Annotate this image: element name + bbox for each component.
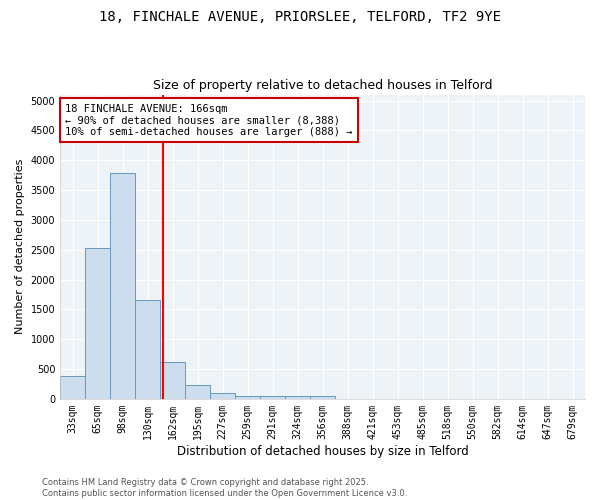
X-axis label: Distribution of detached houses by size in Telford: Distribution of detached houses by size …: [177, 444, 469, 458]
Bar: [160, 362, 185, 399]
Bar: [235, 396, 260, 399]
Bar: [110, 174, 135, 399]
Bar: [185, 384, 210, 399]
Text: Contains HM Land Registry data © Crown copyright and database right 2025.
Contai: Contains HM Land Registry data © Crown c…: [42, 478, 407, 498]
Bar: [285, 396, 310, 399]
Title: Size of property relative to detached houses in Telford: Size of property relative to detached ho…: [153, 79, 493, 92]
Bar: [60, 376, 85, 399]
Bar: [210, 392, 235, 399]
Text: 18 FINCHALE AVENUE: 166sqm
← 90% of detached houses are smaller (8,388)
10% of s: 18 FINCHALE AVENUE: 166sqm ← 90% of deta…: [65, 104, 353, 137]
Bar: [85, 248, 110, 399]
Bar: [260, 396, 285, 399]
Bar: [310, 396, 335, 399]
Text: 18, FINCHALE AVENUE, PRIORSLEE, TELFORD, TF2 9YE: 18, FINCHALE AVENUE, PRIORSLEE, TELFORD,…: [99, 10, 501, 24]
Bar: [135, 300, 160, 399]
Y-axis label: Number of detached properties: Number of detached properties: [15, 159, 25, 334]
